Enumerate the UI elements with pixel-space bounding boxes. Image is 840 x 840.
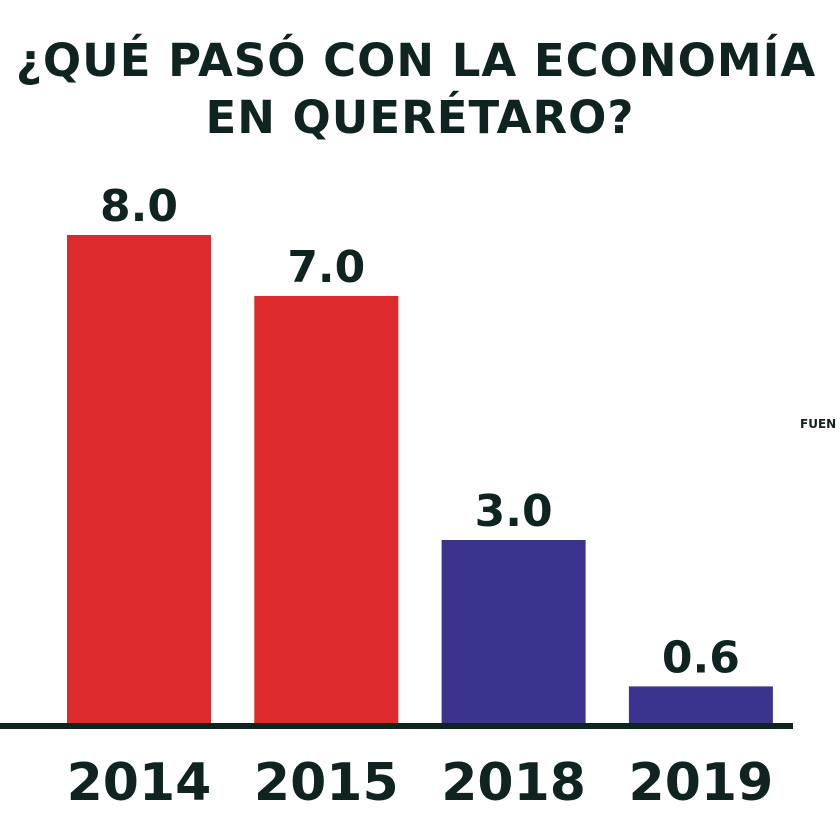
value-label-2019: 0.6 — [662, 632, 740, 683]
value-label-2014: 8.0 — [100, 181, 178, 232]
x-axis-line — [0, 723, 793, 729]
x-tick-label-2015: 2015 — [254, 753, 399, 813]
bar-2014 — [67, 235, 211, 723]
x-tick-label-2014: 2014 — [67, 753, 212, 813]
x-tick-labels-group: 2014 2015 2018 2019 — [67, 753, 774, 813]
x-tick-label-2019: 2019 — [629, 753, 774, 813]
bar-2015 — [254, 296, 399, 723]
bars-group — [67, 235, 773, 723]
value-labels-group: 8.0 7.0 3.0 0.6 — [100, 181, 740, 683]
bar-2019 — [628, 686, 773, 723]
chart-title-line-2: EN QUERÉTARO? — [205, 91, 635, 144]
x-tick-label-2018: 2018 — [441, 753, 586, 813]
chart-title-line-1: ¿QUÉ PASÓ CON LA ECONOMÍA — [15, 34, 817, 87]
value-label-2018: 3.0 — [475, 486, 553, 537]
value-label-2015: 7.0 — [287, 242, 365, 293]
bar-2018 — [441, 540, 586, 723]
source-label: FUEN — [800, 417, 837, 431]
